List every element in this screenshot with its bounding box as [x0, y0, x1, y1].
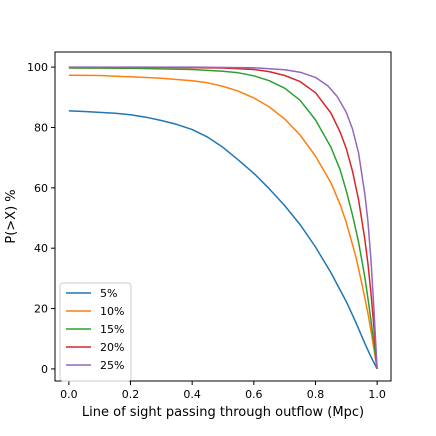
- series-line-20pct: [68, 66, 378, 369]
- x-tick-label: 0.8: [307, 388, 325, 401]
- y-tick-label: 80: [34, 121, 48, 134]
- x-tick-label: 0.4: [183, 388, 201, 401]
- y-tick-label: 40: [34, 242, 48, 255]
- series-line-15pct: [68, 67, 378, 369]
- y-axis-ticks: 0 20 40 60 80 100: [27, 61, 55, 376]
- series-line-5pct: [68, 110, 378, 370]
- x-tick-label: 0.6: [245, 388, 263, 401]
- x-tick-label: 0.2: [122, 388, 140, 401]
- y-tick-label: 100: [27, 61, 48, 74]
- y-tick-label: 60: [34, 182, 48, 195]
- series-line-10pct: [68, 74, 378, 370]
- y-tick-label: 0: [41, 363, 48, 376]
- y-axis-label: P(>X) %: [4, 189, 19, 243]
- x-axis-label: Line of sight passing through outflow (M…: [82, 405, 364, 420]
- plot-frame: [54, 51, 392, 382]
- legend-entry-label: 15%: [100, 323, 124, 336]
- legend-entry-label: 20%: [100, 341, 124, 354]
- x-tick-label: 1.0: [368, 388, 386, 401]
- legend-entry-label: 10%: [100, 305, 124, 318]
- x-axis-ticks: 0.0 0.2 0.4 0.6 0.8 1.0: [60, 381, 386, 401]
- series-line-25pct: [68, 66, 378, 369]
- legend: 5% 10% 15% 20% 25%: [59, 282, 132, 382]
- legend-entry-label: 5%: [100, 287, 117, 300]
- x-tick-label: 0.0: [60, 388, 78, 401]
- y-tick-label: 20: [34, 303, 48, 316]
- legend-entry-label: 25%: [100, 359, 124, 372]
- legend-box: [59, 282, 132, 382]
- series-layer: [68, 66, 378, 370]
